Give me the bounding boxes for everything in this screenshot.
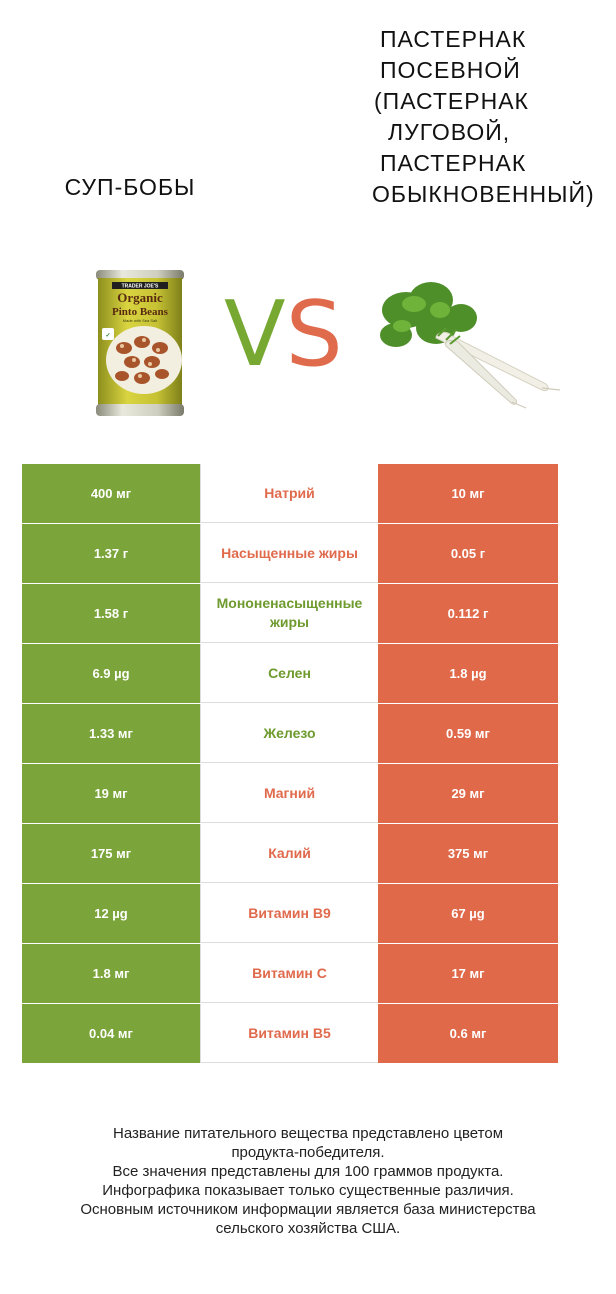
can-brand-text: TRADER JOE'S bbox=[122, 284, 159, 290]
nutrient-name: Мононенасыщенные жиры bbox=[200, 584, 378, 643]
table-row: 12 µg Витамин B9 67 µg bbox=[22, 884, 558, 944]
left-value: 6.9 µg bbox=[22, 644, 200, 704]
right-title-line: ПАСТЕРНАК bbox=[380, 150, 527, 176]
right-value: 0.112 г bbox=[378, 584, 558, 644]
table-row: 6.9 µg Селен 1.8 µg bbox=[22, 644, 558, 704]
nutrient-name: Селен bbox=[200, 644, 378, 703]
left-value: 0.04 мг bbox=[22, 1004, 200, 1064]
nutrient-name: Натрий bbox=[200, 464, 378, 523]
can-label-line1: Organic bbox=[117, 290, 163, 305]
right-value: 1.8 µg bbox=[378, 644, 558, 704]
left-value: 175 мг bbox=[22, 824, 200, 884]
vs-label: VS bbox=[224, 282, 343, 387]
nutrient-name: Магний bbox=[200, 764, 378, 823]
right-value: 10 мг bbox=[378, 464, 558, 524]
right-value: 29 мг bbox=[378, 764, 558, 824]
table-row: 0.04 мг Витамин B5 0.6 мг bbox=[22, 1004, 558, 1064]
nutrient-name: Витамин C bbox=[200, 944, 378, 1003]
right-title-line: ПАСТЕРНАК bbox=[380, 26, 527, 52]
table-row: 1.58 г Мононенасыщенные жиры 0.112 г bbox=[22, 584, 558, 644]
left-product-title: СУП-БОБЫ bbox=[64, 174, 196, 200]
table-row: 1.8 мг Витамин C 17 мг bbox=[22, 944, 558, 1004]
right-title-line: ЛУГОВОЙ, bbox=[388, 119, 511, 145]
comparison-table: 400 мг Натрий 10 мг 1.37 г Насыщенные жиры 0.… bbox=[22, 464, 558, 1064]
table-row: 1.37 г Насыщенные жиры 0.05 г bbox=[22, 524, 558, 584]
left-value: 1.33 мг bbox=[22, 704, 200, 764]
table-row: 1.33 мг Железо 0.59 мг bbox=[22, 704, 558, 764]
footer-line: Название питательного вещества представл… bbox=[112, 1125, 504, 1142]
left-value: 1.58 г bbox=[22, 584, 200, 644]
right-title-line: (ПАСТЕРНАК bbox=[374, 88, 529, 114]
footer-line: Все значения представлены для 100 граммо… bbox=[112, 1163, 504, 1180]
right-title-line: ОБЫКНОВЕННЫЙ) bbox=[372, 181, 595, 207]
nutrient-name: Калий bbox=[200, 824, 378, 883]
right-value: 0.05 г bbox=[378, 524, 558, 584]
table-row: 175 мг Калий 375 мг bbox=[22, 824, 558, 884]
right-value: 375 мг bbox=[378, 824, 558, 884]
can-label-line3: Made with Sea Salt bbox=[123, 318, 158, 323]
table-row: 400 мг Натрий 10 мг bbox=[22, 464, 558, 524]
left-value: 1.37 г bbox=[22, 524, 200, 584]
left-value: 1.8 мг bbox=[22, 944, 200, 1004]
footer-line: Основным источником информации является … bbox=[80, 1201, 536, 1218]
left-value: 12 µg bbox=[22, 884, 200, 944]
right-value: 17 мг bbox=[378, 944, 558, 1004]
table-row: 19 мг Магний 29 мг bbox=[22, 764, 558, 824]
parsnip-image bbox=[380, 282, 561, 409]
right-value: 0.59 мг bbox=[378, 704, 558, 764]
footer-line: продукта-победителя. bbox=[231, 1144, 385, 1161]
left-value: 400 мг bbox=[22, 464, 200, 524]
footer-line: сельского хозяйства США. bbox=[215, 1220, 401, 1237]
nutrient-name: Витамин B9 bbox=[200, 884, 378, 943]
svg-text:✓: ✓ bbox=[105, 333, 110, 339]
right-title-line: ПОСЕВНОЙ bbox=[380, 57, 521, 83]
right-value: 0.6 мг bbox=[378, 1004, 558, 1064]
right-product-title: ПАСТЕРНАК ПОСЕВНОЙ (ПАСТЕРНАК ЛУГОВОЙ, П… bbox=[372, 24, 612, 210]
nutrient-name: Железо bbox=[200, 704, 378, 763]
footer-notes: Название питательного вещества представл… bbox=[0, 1124, 616, 1238]
footer-line: Инфографика показывает только существенн… bbox=[102, 1182, 514, 1199]
left-value: 19 мг bbox=[22, 764, 200, 824]
right-value: 67 µg bbox=[378, 884, 558, 944]
can-label-line2: Pinto Beans bbox=[112, 306, 169, 318]
bean-can-image: TRADER JOE'S Organic Pinto Beans Made wi… bbox=[96, 270, 184, 416]
nutrient-name: Витамин B5 bbox=[200, 1004, 378, 1063]
nutrient-name: Насыщенные жиры bbox=[200, 524, 378, 583]
